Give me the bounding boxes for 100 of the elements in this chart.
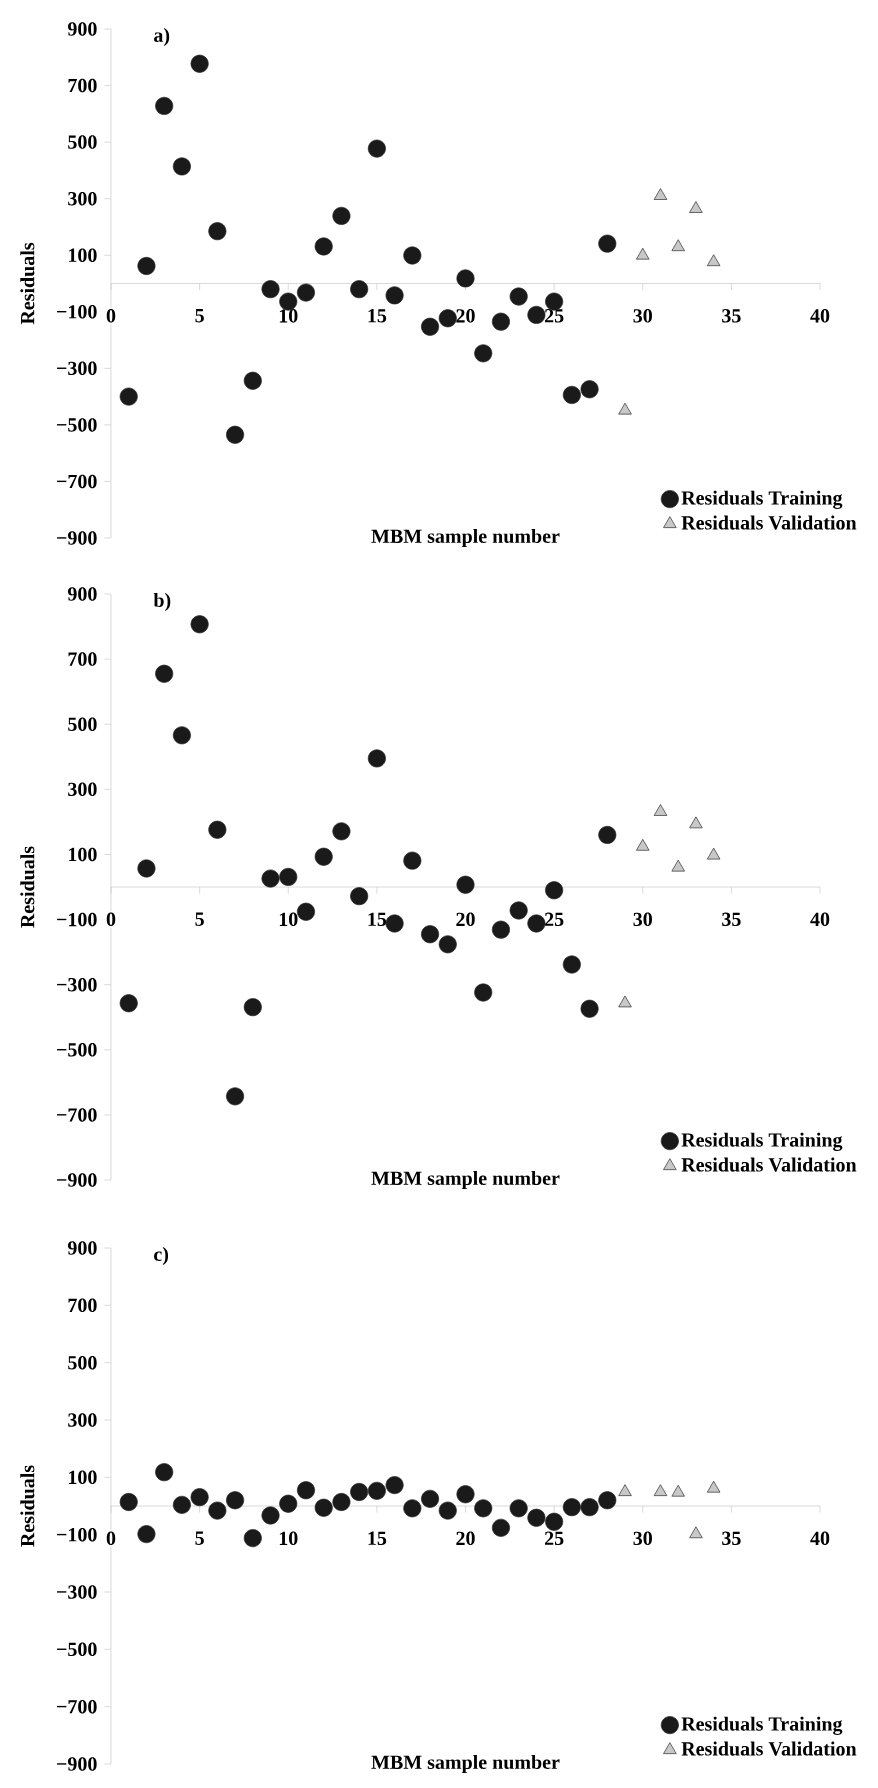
point: [190, 54, 209, 73]
point: [172, 157, 191, 176]
point: [208, 1501, 227, 1520]
point: [243, 371, 262, 390]
point: [671, 859, 685, 872]
y-axis-title: Residuals: [20, 846, 35, 928]
x-tick-label: 35: [722, 912, 741, 927]
point: [598, 1491, 617, 1510]
y-tick-label: −300: [57, 977, 97, 992]
y-tick-label: −500: [57, 1043, 97, 1057]
point: [438, 935, 457, 954]
x-tick-label: 10: [279, 309, 298, 323]
point: [509, 901, 528, 920]
point: [119, 1492, 138, 1512]
x-axis-title: MBM sample number: [371, 1754, 560, 1774]
point: [226, 425, 245, 444]
x-tick-label: 5: [195, 309, 204, 323]
point: [636, 247, 650, 260]
point: [226, 1491, 245, 1510]
point: [509, 287, 528, 306]
point: [190, 1488, 209, 1507]
point: [421, 317, 440, 336]
y-tick-label: 100: [69, 847, 97, 862]
point: [350, 280, 369, 299]
x-tick-label: 25: [544, 1531, 564, 1546]
point: [350, 887, 369, 906]
point: [509, 1499, 528, 1518]
point: [706, 254, 721, 267]
point: [456, 1485, 475, 1504]
point: [706, 1480, 721, 1493]
y-tick-label: 300: [68, 191, 97, 206]
point: [261, 280, 280, 299]
point: [598, 825, 617, 844]
point: [689, 1526, 703, 1539]
point: [421, 1489, 440, 1508]
point: [226, 1087, 245, 1106]
point: [636, 838, 650, 851]
y-tick-label: 900: [67, 1241, 97, 1255]
y-tick-label: 900: [67, 22, 97, 36]
x-tick-label: 5: [195, 912, 204, 926]
point: [314, 237, 333, 256]
x-tick-label: 30: [633, 309, 652, 323]
point: [172, 1495, 191, 1514]
y-tick-label: 700: [68, 78, 97, 93]
point: [545, 1512, 564, 1531]
x-tick-label: 0: [106, 912, 116, 927]
point: [474, 1499, 493, 1518]
y-tick-label: −300: [57, 1585, 97, 1599]
point: [653, 188, 668, 200]
point: [279, 292, 298, 311]
x-tick-label: 5: [195, 1531, 204, 1545]
point: [279, 867, 298, 886]
point: [491, 312, 510, 331]
point: [689, 816, 703, 829]
y-tick-label: 300: [68, 782, 97, 797]
point: [580, 999, 599, 1018]
y-tick-label: −700: [57, 1108, 97, 1122]
x-tick-label: 35: [722, 1531, 741, 1546]
point: [243, 1529, 262, 1548]
y-tick-label: 500: [68, 717, 97, 731]
y-tick-label: −900: [57, 1173, 97, 1187]
point: [653, 804, 668, 816]
x-tick-label: 0: [106, 1531, 116, 1546]
x-axis-title: MBM sample number: [371, 528, 560, 548]
point: [456, 875, 475, 894]
legend-label: Residuals Training: [681, 1132, 843, 1151]
point: [491, 1518, 510, 1537]
y-tick-label: −100: [57, 305, 97, 319]
y-tick-label: −700: [57, 474, 97, 489]
point: [119, 994, 138, 1013]
y-axis-title: Residuals: [20, 242, 35, 325]
x-tick-label: 20: [456, 1531, 475, 1546]
point: [296, 283, 315, 302]
x-tick-label: 25: [544, 912, 564, 927]
y-tick-label: −700: [57, 1699, 97, 1714]
x-tick-label: 40: [810, 309, 830, 323]
point: [314, 1498, 333, 1517]
y-tick-label: −500: [57, 418, 97, 432]
chart-title: c): [154, 1246, 169, 1266]
x-tick-label: 30: [633, 1531, 652, 1546]
point: [474, 983, 493, 1002]
x-tick-label: 0: [106, 309, 116, 323]
point: [618, 1484, 632, 1496]
y-tick-label: 700: [68, 1298, 97, 1313]
point: [155, 664, 174, 683]
x-tick-label: 25: [544, 309, 564, 323]
legend-label: Residuals Validation: [681, 1741, 857, 1756]
point: [403, 246, 422, 265]
point: [155, 96, 174, 115]
x-axis-title: MBM sample number: [371, 1170, 560, 1190]
y-tick-label: 100: [69, 248, 97, 262]
x-tick-label: 20: [456, 309, 475, 323]
point: [580, 1498, 599, 1517]
point: [350, 1482, 369, 1501]
point: [653, 1484, 668, 1496]
point: [137, 1525, 156, 1544]
point: [562, 955, 581, 974]
point: [706, 847, 721, 860]
legend-label: Residuals Training: [681, 490, 843, 509]
point: [438, 1501, 457, 1520]
